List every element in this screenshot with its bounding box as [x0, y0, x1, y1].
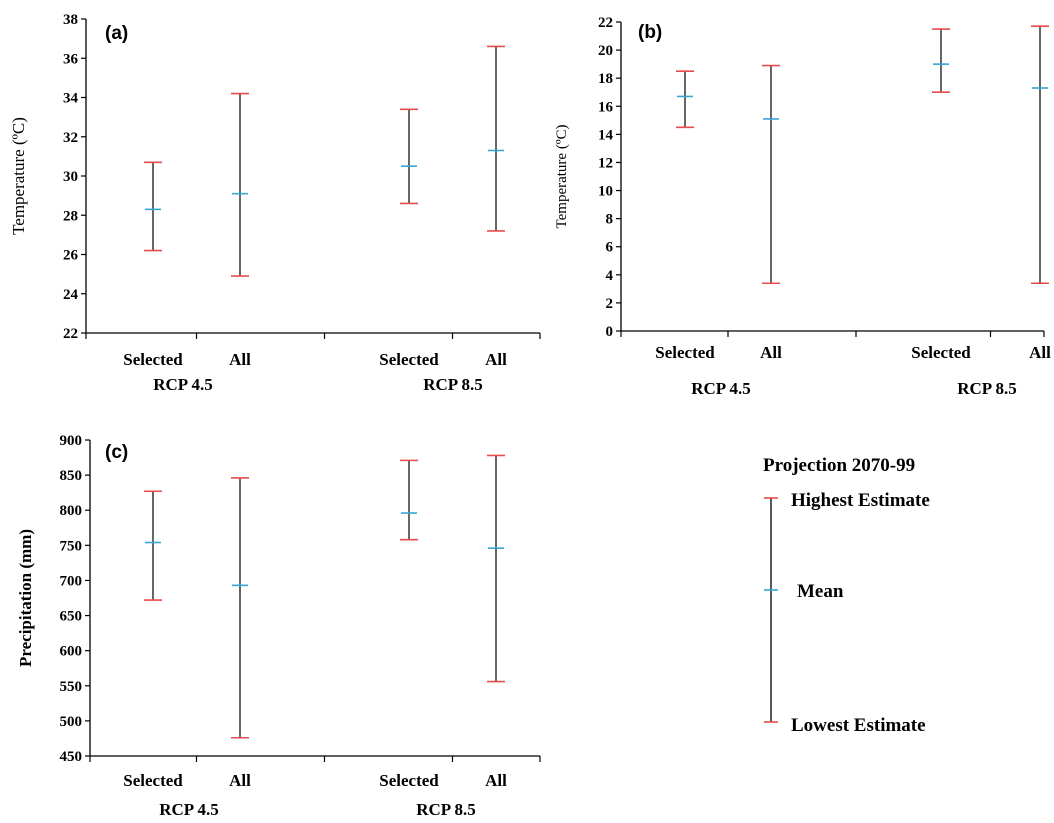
x-category-label: All [1029, 343, 1051, 362]
x-category-label: Selected [379, 350, 439, 369]
x-category-label: Selected [123, 771, 183, 790]
legend-title: Projection 2070-99 [763, 455, 915, 476]
x-group-label: RCP 8.5 [957, 379, 1017, 398]
x-group-label: RCP 8.5 [423, 375, 483, 394]
y-tick-label: 650 [60, 609, 83, 625]
y-tick-label: 14 [598, 127, 614, 143]
y-tick-label: 38 [63, 12, 78, 28]
legend-highest-label: Highest Estimate [791, 490, 930, 511]
y-tick-label: 6 [606, 240, 614, 256]
y-tick-label: 32 [63, 130, 78, 146]
legend-lowest-label: Lowest Estimate [791, 715, 926, 736]
y-tick-label: 34 [63, 91, 79, 107]
y-tick-label: 750 [60, 538, 83, 554]
x-category-label: All [760, 343, 782, 362]
legend-mean-label: Mean [797, 581, 844, 602]
x-category-label: All [229, 350, 251, 369]
y-tick-label: 8 [606, 212, 614, 228]
panel-c-chart: 450 500 550 600 650 700 750 800 850 900 Precipitat… [16, 433, 541, 819]
x-category-label: Selected [911, 343, 971, 362]
panel-tag: (a) [105, 23, 128, 44]
x-group-label: RCP 4.5 [691, 379, 751, 398]
y-tick-label: 28 [63, 208, 78, 224]
x-group-label: RCP 8.5 [416, 800, 476, 819]
y-tick-label: 700 [60, 573, 83, 589]
y-tick-label: 26 [63, 248, 79, 264]
x-category-label: Selected [379, 771, 439, 790]
y-tick-label: 900 [60, 433, 83, 449]
legend: Projection 2070-99 Highest Estimate Mean… [763, 455, 930, 736]
y-tick-label: 22 [598, 15, 613, 31]
x-group-label: RCP 4.5 [153, 375, 213, 394]
x-category-label: All [485, 771, 507, 790]
y-axis-title: Temperature (ºC) [554, 125, 570, 229]
y-tick-label: 24 [63, 287, 79, 303]
x-category-label: All [485, 350, 507, 369]
panel-tag: (b) [638, 22, 662, 43]
x-category-label: Selected [123, 350, 183, 369]
y-tick-label: 10 [598, 184, 613, 200]
y-tick-label: 600 [60, 644, 83, 660]
y-tick-label: 850 [60, 468, 83, 484]
panel-b-chart: 0 2 4 6 8 10 12 14 16 18 20 22 Temperature (ºC) (b) Se… [554, 15, 1051, 398]
y-tick-label: 36 [63, 51, 79, 67]
y-tick-label: 2 [606, 296, 614, 312]
y-axis-title: Precipitation (mm) [16, 529, 35, 667]
y-tick-label: 450 [60, 749, 83, 765]
x-category-label: Selected [655, 343, 715, 362]
y-tick-label: 800 [60, 503, 83, 519]
y-tick-label: 20 [598, 43, 613, 59]
panel-a-chart: 22 24 26 28 30 32 34 36 38 Temperature (ºC) (a) Sel… [9, 12, 541, 394]
x-category-label: All [229, 771, 251, 790]
y-tick-label: 550 [60, 679, 83, 695]
y-tick-label: 0 [606, 324, 614, 340]
y-axis-title: Temperature (ºC) [9, 117, 28, 235]
y-tick-label: 18 [598, 71, 613, 87]
y-tick-label: 22 [63, 326, 78, 342]
panel-tag: (c) [105, 442, 128, 463]
y-tick-label: 12 [598, 155, 613, 171]
y-tick-label: 4 [606, 268, 614, 284]
x-group-label: RCP 4.5 [159, 800, 219, 819]
y-tick-label: 500 [60, 714, 83, 730]
y-tick-label: 30 [63, 169, 78, 185]
y-tick-label: 16 [598, 99, 614, 115]
